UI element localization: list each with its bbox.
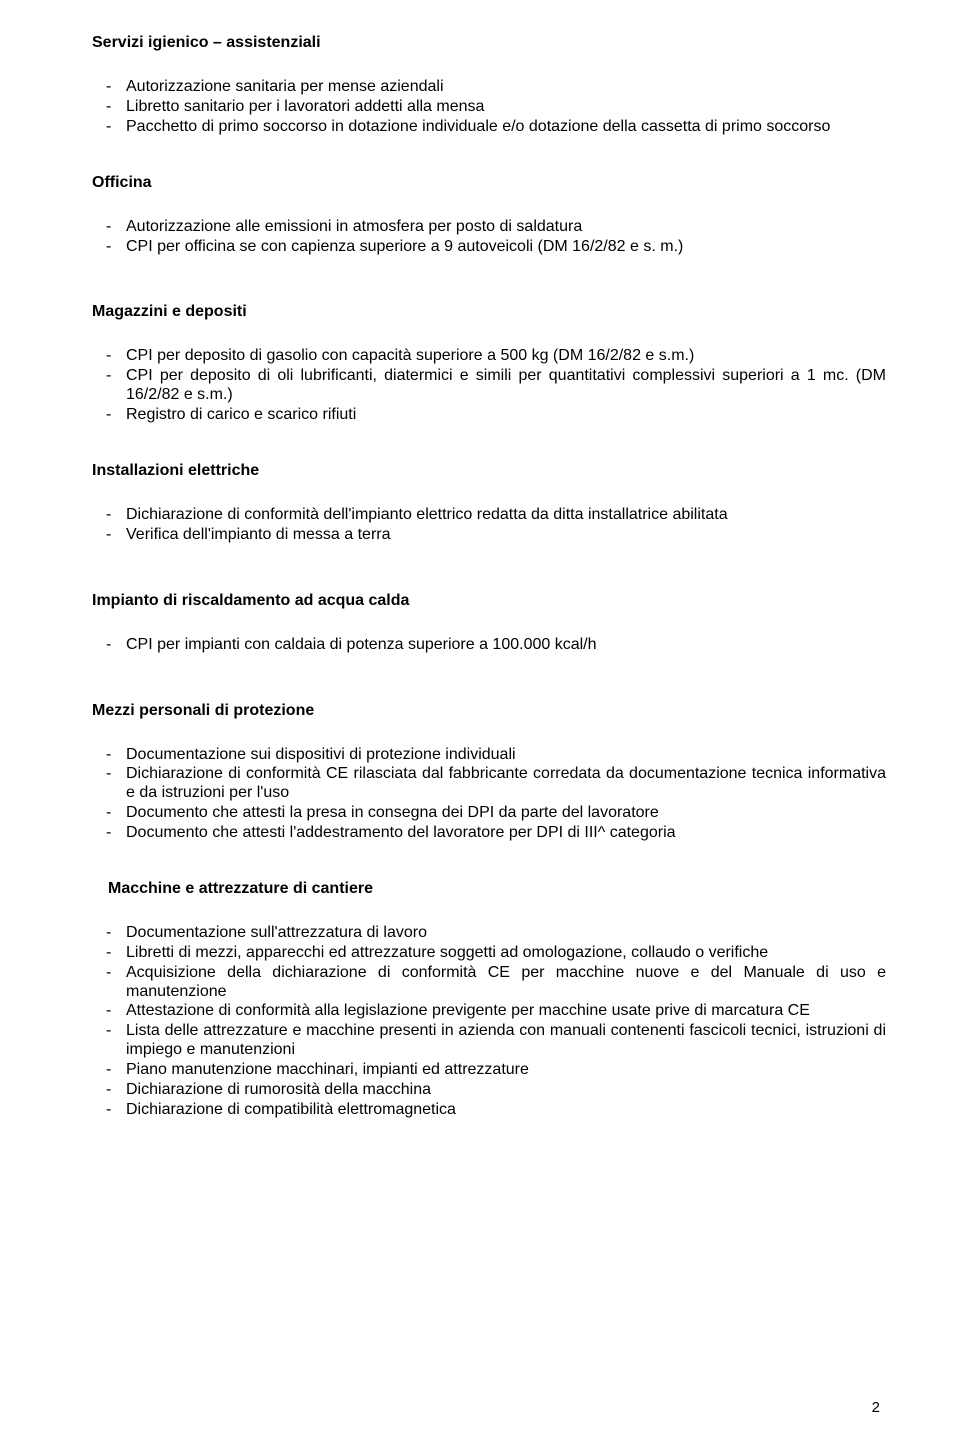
list-item: CPI per deposito di oli lubrificanti, di… — [92, 367, 886, 405]
section-servizi-title: Servizi igienico – assistenziali — [92, 34, 886, 52]
list-item: CPI per deposito di gasolio con capacità… — [92, 347, 886, 366]
list-item: Documentazione sui dispositivi di protez… — [92, 746, 886, 765]
section-installazioni-list: Dichiarazione di conformità dell'impiant… — [92, 506, 886, 545]
list-item: CPI per impianti con caldaia di potenza … — [92, 636, 886, 655]
list-item: Attestazione di conformità alla legislaz… — [92, 1002, 886, 1021]
section-riscaldamento-title: Impianto di riscaldamento ad acqua calda — [92, 592, 886, 610]
section-mezzi-list: Documentazione sui dispositivi di protez… — [92, 746, 886, 843]
list-item: Documento che attesti l'addestramento de… — [92, 824, 886, 843]
section-officina-title: Officina — [92, 174, 886, 192]
list-item: Verifica dell'impianto di messa a terra — [92, 526, 886, 545]
list-item: Dichiarazione di conformità CE rilasciat… — [92, 765, 886, 803]
section-officina-list: Autorizzazione alle emissioni in atmosfe… — [92, 218, 886, 257]
list-item: Acquisizione della dichiarazione di conf… — [92, 964, 886, 1002]
section-mezzi-title: Mezzi personali di protezione — [92, 702, 886, 720]
section-servizi-list: Autorizzazione sanitaria per mense azien… — [92, 78, 886, 137]
list-item: Autorizzazione sanitaria per mense azien… — [92, 78, 886, 97]
section-installazioni-title: Installazioni elettriche — [92, 462, 886, 480]
section-macchine-list: Documentazione sull'attrezzatura di lavo… — [92, 924, 886, 1120]
section-macchine-title: Macchine e attrezzature di cantiere — [92, 880, 886, 898]
list-item: Pacchetto di primo soccorso in dotazione… — [92, 118, 886, 137]
section-magazzini-title: Magazzini e depositi — [92, 303, 886, 321]
section-magazzini-list: CPI per deposito di gasolio con capacità… — [92, 347, 886, 425]
list-item: Dichiarazione di rumorosità della macchi… — [92, 1081, 886, 1100]
list-item: Dichiarazione di compatibilità elettroma… — [92, 1101, 886, 1120]
page: Servizi igienico – assistenziali Autoriz… — [0, 0, 960, 1444]
list-item: Documentazione sull'attrezzatura di lavo… — [92, 924, 886, 943]
list-item: Piano manutenzione macchinari, impianti … — [92, 1061, 886, 1080]
section-riscaldamento-list: CPI per impianti con caldaia di potenza … — [92, 636, 886, 655]
list-item: Dichiarazione di conformità dell'impiant… — [92, 506, 886, 525]
list-item: Libretto sanitario per i lavoratori adde… — [92, 98, 886, 117]
list-item: Libretti di mezzi, apparecchi ed attrezz… — [92, 944, 886, 963]
list-item: CPI per officina se con capienza superio… — [92, 238, 886, 257]
list-item: Documento che attesti la presa in conseg… — [92, 804, 886, 823]
list-item: Registro di carico e scarico rifiuti — [92, 406, 886, 425]
list-item: Lista delle attrezzature e macchine pres… — [92, 1022, 886, 1060]
page-number: 2 — [872, 1399, 880, 1416]
list-item: Autorizzazione alle emissioni in atmosfe… — [92, 218, 886, 237]
